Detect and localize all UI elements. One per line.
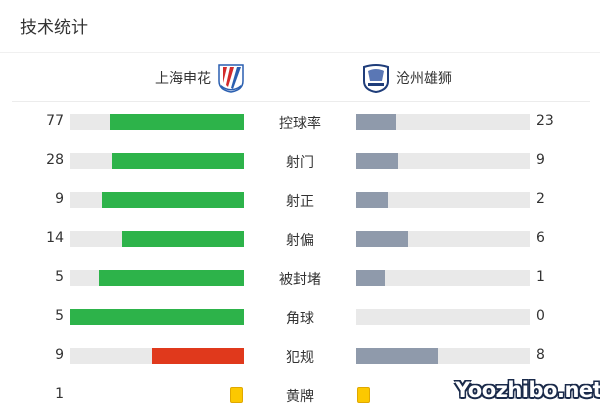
away-team[interactable]: 沧州雄狮 xyxy=(362,64,452,93)
stat-label: 犯规 xyxy=(286,350,314,366)
home-bar-track xyxy=(70,309,244,325)
away-value: 8 xyxy=(536,347,545,363)
away-bar-fill xyxy=(356,192,388,208)
away-bar-track xyxy=(356,231,530,247)
stat-row: 9 犯规 8 xyxy=(0,346,600,366)
away-bar-fill xyxy=(356,231,409,247)
home-bar-fill xyxy=(110,114,244,130)
away-bar-fill xyxy=(356,114,397,130)
home-bar-fill xyxy=(101,192,244,208)
home-team[interactable]: 上海申花 xyxy=(155,64,245,93)
home-value: 9 xyxy=(55,191,64,207)
stat-row-yellow-cards: 1 黄牌 xyxy=(0,385,600,405)
away-value: 0 xyxy=(536,308,545,324)
divider xyxy=(12,101,590,102)
shanghai-shenhua-crest-icon xyxy=(218,64,244,93)
home-bar-fill xyxy=(99,270,244,286)
stat-label: 射正 xyxy=(286,194,314,210)
home-bar-track xyxy=(70,114,244,130)
home-yellow-card-icon xyxy=(230,387,243,403)
home-value: 14 xyxy=(46,230,64,246)
home-bar-track xyxy=(70,348,244,364)
away-value: 9 xyxy=(536,152,545,168)
home-value: 28 xyxy=(46,152,64,168)
cangzhou-lions-crest-icon xyxy=(363,64,389,93)
home-value: 1 xyxy=(55,386,64,402)
home-bar-fill xyxy=(151,348,244,364)
stat-label: 射门 xyxy=(286,155,314,171)
stat-row: 14 射偏 6 xyxy=(0,229,600,249)
home-value: 77 xyxy=(46,113,64,129)
home-bar-fill xyxy=(70,309,244,325)
stat-label: 黄牌 xyxy=(286,389,314,405)
away-bar-fill xyxy=(356,270,385,286)
stat-row: 9 射正 2 xyxy=(0,190,600,210)
away-bar-track xyxy=(356,348,530,364)
home-bar-fill xyxy=(112,153,244,169)
away-bar-track xyxy=(356,270,530,286)
section-title: 技术统计 xyxy=(20,18,88,38)
stat-label: 角球 xyxy=(286,311,314,327)
away-bar-track xyxy=(356,192,530,208)
stat-label: 被封堵 xyxy=(279,272,321,288)
away-bar-fill xyxy=(356,348,438,364)
home-bar-fill xyxy=(122,231,244,247)
away-bar-track xyxy=(356,114,530,130)
home-bar-track xyxy=(70,231,244,247)
away-value: 6 xyxy=(536,230,545,246)
away-team-name: 沧州雄狮 xyxy=(396,71,452,87)
home-team-name: 上海申花 xyxy=(155,71,211,87)
away-value: 1 xyxy=(536,269,545,285)
away-value: 23 xyxy=(536,113,554,129)
stat-row: 5 被封堵 1 xyxy=(0,268,600,288)
away-yellow-card-icon xyxy=(357,387,370,403)
home-bar-track xyxy=(70,270,244,286)
stat-row: 77 控球率 23 xyxy=(0,112,600,132)
stat-row: 5 角球 0 xyxy=(0,307,600,327)
stat-label: 射偏 xyxy=(286,233,314,249)
away-value: 2 xyxy=(536,191,545,207)
home-bar-track xyxy=(70,153,244,169)
watermark-logo: Yoozhibo.net xyxy=(455,378,600,402)
home-value: 5 xyxy=(55,269,64,285)
away-bar-track xyxy=(356,309,530,325)
stat-label: 控球率 xyxy=(279,116,321,132)
home-bar-track xyxy=(70,192,244,208)
away-bar-fill xyxy=(356,153,399,169)
divider xyxy=(0,52,600,53)
away-bar-track xyxy=(356,153,530,169)
home-value: 5 xyxy=(55,308,64,324)
stat-row: 28 射门 9 xyxy=(0,151,600,171)
home-value: 9 xyxy=(55,347,64,363)
